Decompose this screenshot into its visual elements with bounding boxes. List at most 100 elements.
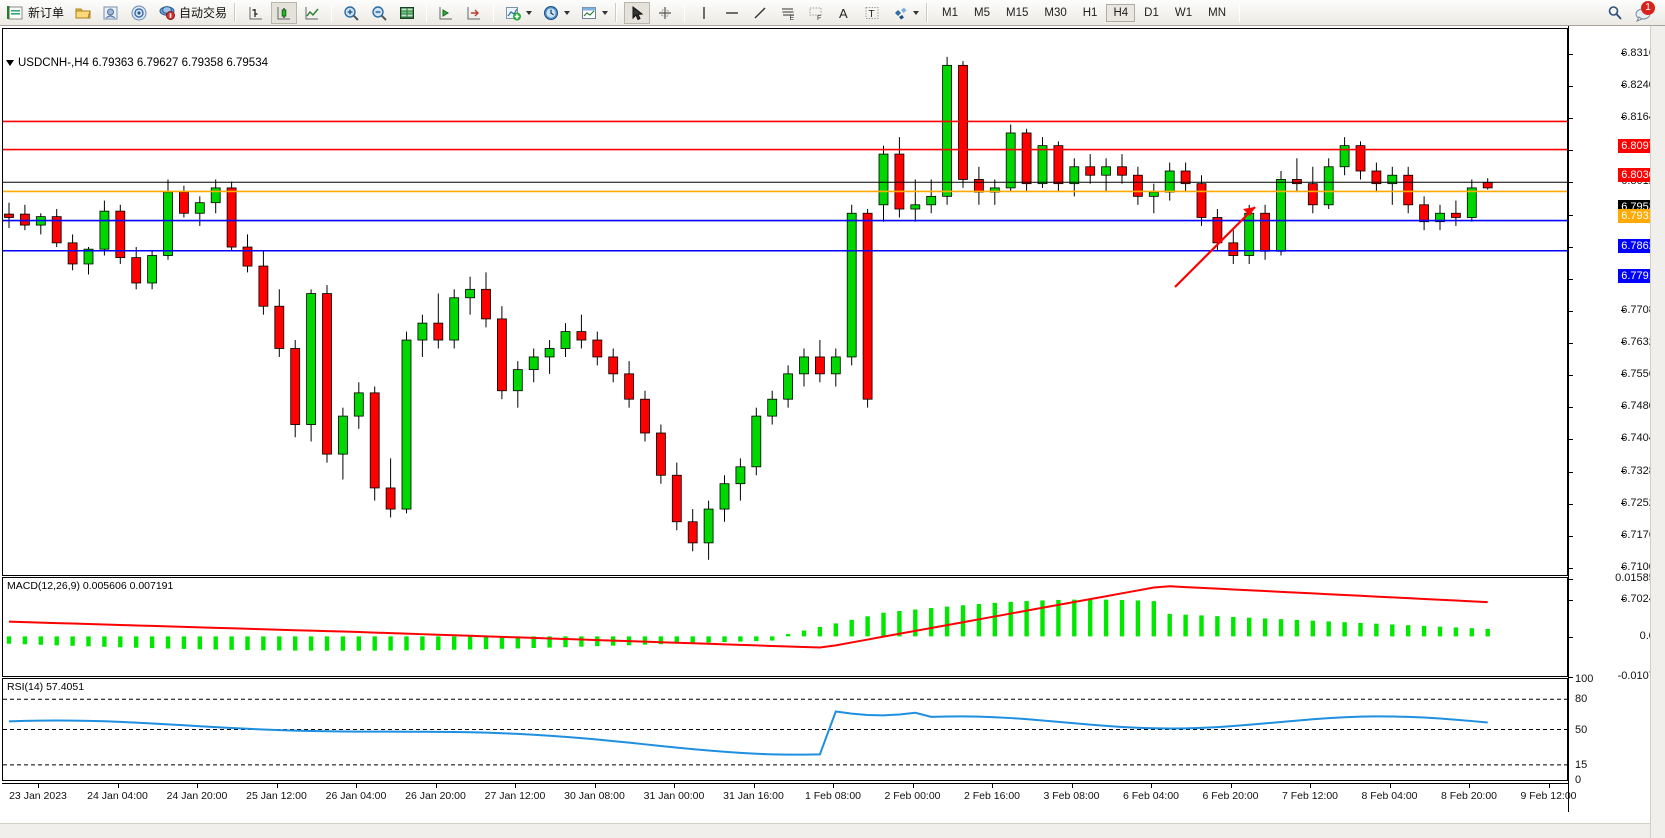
period-button[interactable] — [538, 2, 574, 24]
chat-button[interactable]: 1 — [1630, 0, 1658, 24]
hline-tool-button[interactable] — [719, 2, 745, 24]
text-tool-button[interactable]: A — [831, 2, 857, 24]
vline-tool-button[interactable] — [691, 2, 717, 24]
trendline-tool-button[interactable] — [747, 2, 773, 24]
text-label-tool-button[interactable]: F — [803, 2, 829, 24]
time-tick-label: 31 Jan 16:00 — [723, 790, 784, 802]
objects-button[interactable] — [887, 2, 923, 24]
toolbar-separator-4 — [684, 3, 686, 22]
timeframe-m5[interactable]: M5 — [974, 6, 990, 19]
rsi-chart-svg — [3, 698, 1567, 766]
price-tick-mark — [1569, 150, 1573, 152]
price-tick-mark — [1569, 503, 1573, 505]
zoom-out-button[interactable] — [366, 2, 392, 24]
rsi-tick-label: 100 — [1575, 673, 1594, 685]
shift-start-icon — [437, 4, 455, 22]
toolbar-separator-2 — [426, 3, 428, 22]
time-tick-label: 8 Feb 04:00 — [1361, 790, 1418, 802]
bar-chart-icon — [247, 4, 265, 22]
macd-pane[interactable]: MACD(12,26,9) 0.005606 0.007191 — [2, 577, 1568, 677]
timeframe-h4[interactable]: H4 — [1106, 3, 1136, 22]
crosshair-tool-button[interactable] — [652, 2, 678, 24]
time-tick-mark — [515, 784, 516, 788]
toolbar-grip-3[interactable] — [926, 3, 931, 22]
folder-button[interactable] — [70, 2, 96, 24]
time-tick-label: 24 Jan 20:00 — [166, 790, 228, 802]
price-tick-mark — [1569, 214, 1573, 216]
grid-button[interactable] — [394, 2, 420, 24]
time-tick-mark — [1548, 784, 1550, 788]
time-tick-mark — [38, 784, 39, 788]
shift-start-button[interactable] — [433, 2, 459, 24]
price-tick-mark — [1569, 54, 1573, 55]
price-tick-mark — [1569, 375, 1573, 377]
new-order-label: 新订单 — [28, 6, 65, 20]
price-tick-mark — [1569, 407, 1573, 409]
chevron-down-icon[interactable] — [602, 10, 609, 15]
macd-tick-label: 0.015856 — [1615, 572, 1661, 584]
line-chart-button[interactable] — [299, 2, 325, 24]
time-tick-label: 23 Jan 2023 — [9, 790, 67, 802]
fibo-tool-button[interactable]: E — [775, 2, 801, 24]
autotrade-button[interactable]: 自动交易 — [154, 2, 231, 24]
toolbar-separator-3 — [493, 3, 495, 22]
time-tick-label: 26 Jan 04:00 — [325, 790, 387, 802]
cursor-icon — [628, 4, 646, 22]
candlestick-chart-button[interactable] — [271, 1, 298, 24]
price-pane[interactable] — [2, 28, 1568, 576]
fibo-icon: E — [779, 4, 797, 22]
time-tick-label: 1 Feb 08:00 — [804, 790, 862, 802]
time-tick-mark — [753, 784, 755, 788]
zoom-in-button[interactable] — [338, 2, 364, 24]
chart-area[interactable]: USDCNH-,H4 6.79363 6.79627 6.79358 6.795… — [0, 26, 1665, 838]
timeframe-h1[interactable]: H1 — [1082, 6, 1098, 19]
toolbar-separator-5 — [1239, 3, 1240, 22]
profile-button[interactable] — [98, 2, 124, 24]
svg-text:E: E — [790, 15, 795, 22]
chevron-down-icon[interactable] — [526, 10, 533, 15]
timeframe-m30[interactable]: M30 — [1044, 6, 1067, 19]
signal-button[interactable] — [126, 2, 152, 24]
time-tick-label: 6 Feb 20:00 — [1202, 790, 1259, 802]
line-chart-icon — [303, 4, 321, 22]
time-tick-label: 26 Jan 20:00 — [405, 790, 466, 802]
price-tick-mark — [1569, 535, 1573, 537]
toolbar-grip-2[interactable] — [615, 3, 620, 22]
toolbar-grip[interactable] — [234, 3, 239, 22]
search-button[interactable] — [1602, 2, 1628, 24]
time-tick-label: 24 Jan 04:00 — [87, 790, 148, 802]
vertical-scrollbar[interactable] — [1650, 26, 1665, 838]
svg-text:T: T — [869, 9, 875, 20]
signal-icon — [130, 4, 148, 22]
notification-count: 1 — [1641, 0, 1655, 15]
chevron-down-icon[interactable] — [564, 10, 571, 15]
cursor-tool-button[interactable] — [624, 1, 651, 24]
horizontal-scrollbar[interactable] — [0, 823, 1650, 838]
folder-icon — [74, 4, 92, 22]
add-indicator-button[interactable] — [500, 2, 536, 24]
timeframe-mn[interactable]: MN — [1208, 6, 1226, 19]
shift-end-button[interactable] — [461, 2, 487, 24]
timeframe-m1[interactable]: M1 — [942, 6, 959, 19]
chevron-down-icon[interactable] — [913, 10, 920, 15]
bar-chart-button[interactable] — [243, 2, 269, 24]
hline-icon — [723, 4, 741, 22]
templates-button[interactable] — [576, 2, 612, 24]
trend-arrow-annotation — [1174, 206, 1256, 288]
text-box-tool-button[interactable]: T — [859, 2, 885, 24]
templates-icon — [580, 4, 598, 22]
time-tick-label: 27 Jan 12:00 — [484, 790, 546, 802]
timeframe-d1[interactable]: D1 — [1144, 6, 1159, 19]
rsi-pane[interactable]: RSI(14) 57.4051 — [2, 678, 1568, 781]
rsi-tick-label: 80 — [1575, 693, 1588, 706]
timeframe-w1[interactable]: W1 — [1174, 6, 1193, 19]
new-order-button[interactable]: 新订单 — [3, 2, 68, 24]
time-tick-label: 30 Jan 08:00 — [564, 790, 625, 802]
time-tick-mark — [356, 784, 357, 788]
timeframe-m15[interactable]: M15 — [1006, 6, 1029, 19]
price-tick-mark — [1569, 600, 1573, 601]
macd-tick-mark — [1569, 637, 1573, 639]
rsi-tick-label: 0 — [1575, 774, 1582, 786]
chart-collapse-icon[interactable] — [6, 60, 14, 66]
time-tick-mark — [992, 784, 993, 788]
